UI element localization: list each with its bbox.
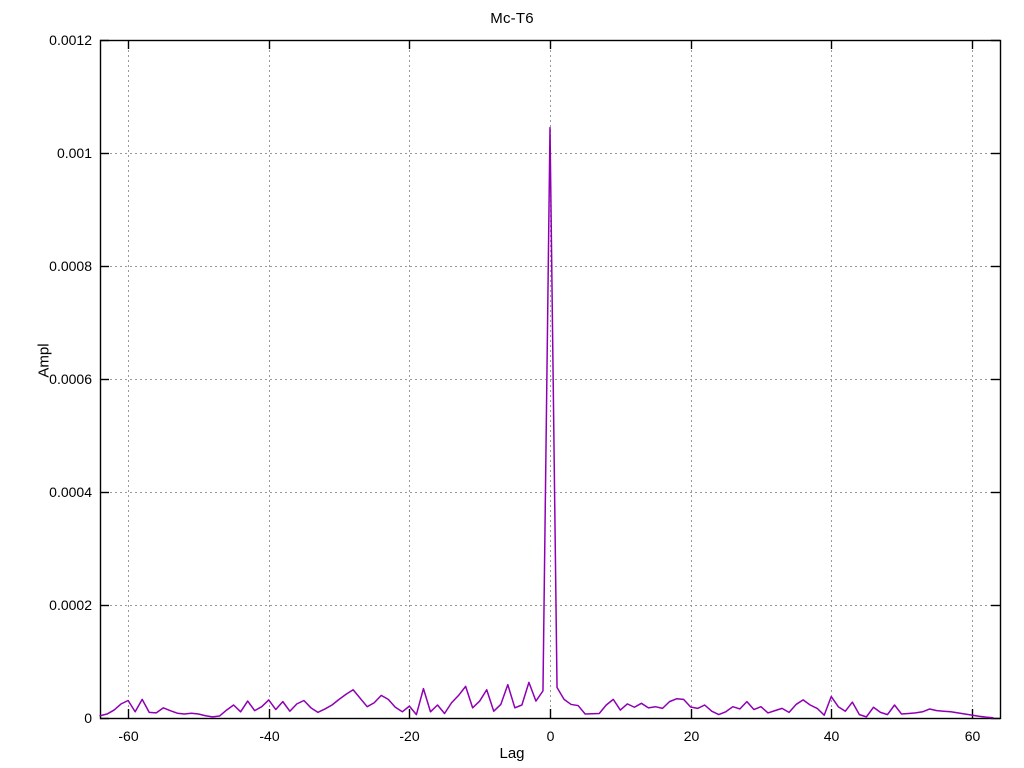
- x-axis-label: Lag: [499, 745, 525, 762]
- x-tick-label: 0: [546, 728, 555, 744]
- x-tick-label: 40: [823, 728, 840, 744]
- data-series-line: [99, 126, 994, 719]
- y-tick-label: 0.0012: [49, 31, 92, 48]
- x-tick-label: -20: [399, 728, 420, 744]
- x-tick-label: 60: [964, 728, 981, 744]
- y-tick-label: 0.0008: [49, 257, 92, 274]
- y-tick-label: 0.0002: [49, 596, 92, 613]
- y-tick-label: 0: [84, 709, 92, 726]
- y-tick-label: 0.0004: [49, 483, 92, 500]
- plot-frame: [99, 39, 1002, 720]
- y-tick-label: 0.001: [56, 144, 92, 161]
- x-tick-label: 20: [683, 728, 700, 744]
- chart-title: Mc-T6: [490, 10, 534, 27]
- x-tick-label: -40: [259, 728, 280, 744]
- x-tick-label: -60: [118, 728, 139, 744]
- y-tick-label: 0.0006: [49, 370, 92, 387]
